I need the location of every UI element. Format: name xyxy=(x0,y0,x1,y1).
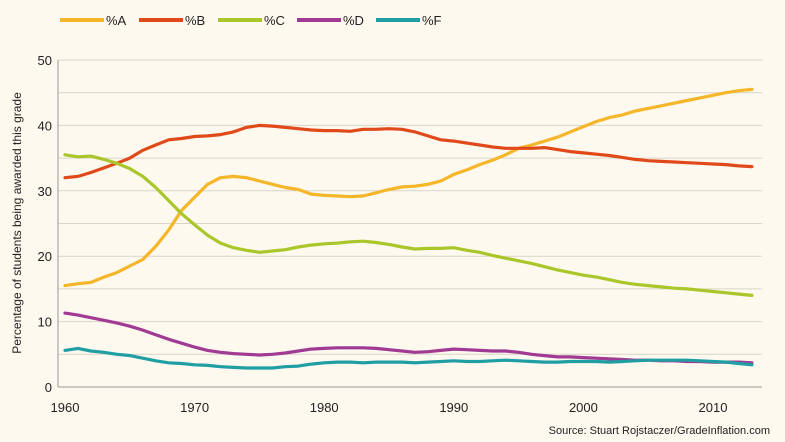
legend-label: %D xyxy=(343,13,364,28)
series-line-grade-c xyxy=(63,153,754,297)
source-note: Source: Stuart Rojstaczer/GradeInflation… xyxy=(549,425,770,437)
series-line-grade-b xyxy=(63,123,754,180)
x-tick-label: 1960 xyxy=(51,400,80,415)
y-tick-label: 0 xyxy=(45,380,52,395)
legend-item: %C xyxy=(218,13,285,28)
x-tick-label: 2000 xyxy=(569,400,598,415)
y-tick-label: 50 xyxy=(38,53,52,68)
series-line-grade-d xyxy=(63,311,754,365)
legend-item: %B xyxy=(139,13,205,28)
legend-label: %A xyxy=(106,13,127,28)
legend: %A %B %C %D %F xyxy=(60,13,442,28)
x-tick-label: 1990 xyxy=(439,400,468,415)
x-tick-label: 1980 xyxy=(310,400,339,415)
x-tick-label: 1970 xyxy=(180,400,209,415)
y-tick-label: 20 xyxy=(38,249,52,264)
legend-label: %F xyxy=(422,13,442,28)
gridlines xyxy=(57,59,762,388)
legend-label: %C xyxy=(264,13,285,28)
y-tick-label: 10 xyxy=(38,315,52,330)
legend-item: %A xyxy=(60,13,127,28)
series-line-grade-f xyxy=(63,346,754,370)
legend-item: %F xyxy=(376,13,442,28)
series-lines xyxy=(63,87,754,370)
y-tick-label: 40 xyxy=(38,118,52,133)
x-tick-label: 2010 xyxy=(699,400,728,415)
x-tick-labels: 1960 1970 1980 1990 2000 2010 xyxy=(51,400,728,415)
y-tick-label: 30 xyxy=(38,184,52,199)
legend-item: %D xyxy=(297,13,364,28)
y-axis-label: Percentage of students being awarded thi… xyxy=(10,92,24,354)
legend-label: %B xyxy=(185,13,205,28)
y-tick-labels: 0 10 20 30 40 50 xyxy=(38,53,52,395)
